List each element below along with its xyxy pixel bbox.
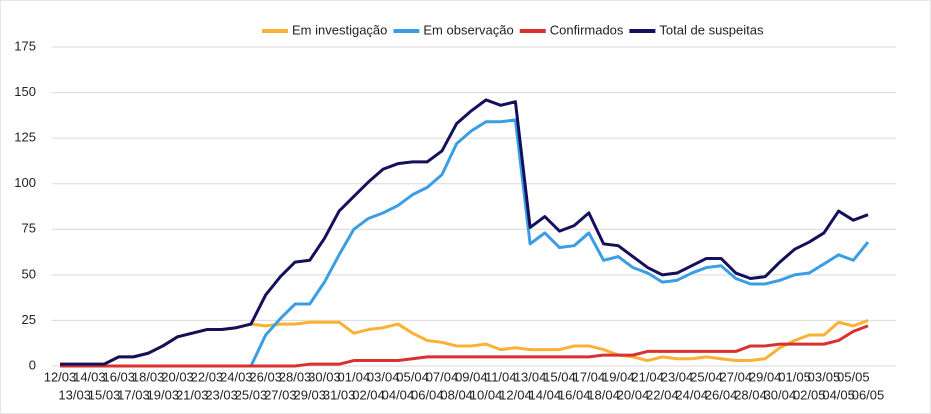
x-tick-label: 20/04: [617, 387, 650, 402]
x-tick-label: 17/03: [117, 387, 150, 402]
x-tick-label: 18/03: [132, 369, 165, 384]
x-tick-label: 23/03: [205, 387, 238, 402]
x-tick-label: 17/04: [573, 369, 606, 384]
x-tick-label: 26/03: [249, 369, 282, 384]
x-tick-label: 09/04: [455, 369, 488, 384]
line: [60, 98, 869, 366]
x-tick-label: 04/04: [382, 387, 415, 402]
x-tick-label: 25/04: [690, 369, 723, 384]
x-tick-label: 22/03: [191, 369, 224, 384]
x-tick-label: 22/04: [646, 387, 679, 402]
x-tick-label: 14/03: [73, 369, 106, 384]
x-tick-label: 28/03: [279, 369, 312, 384]
x-tick-label: 19/04: [602, 369, 635, 384]
x-tick-label: 07/04: [426, 369, 459, 384]
legend-label: Em observação: [423, 22, 513, 37]
x-tick-label: 01/04: [338, 369, 371, 384]
x-tick-label: 16/03: [102, 369, 135, 384]
x-tick-label: 26/04: [705, 387, 738, 402]
x-tick-label: 15/03: [88, 387, 121, 402]
y-tick-label: 125: [14, 130, 36, 145]
x-tick-label: 19/03: [147, 387, 180, 402]
y-tick-label: 25: [22, 312, 36, 327]
x-tick-label: 02/05: [793, 387, 826, 402]
x-tick-label: 27/03: [264, 387, 297, 402]
x-tick-label: 21/04: [631, 369, 664, 384]
x-tick-label: 20/03: [161, 369, 194, 384]
y-tick-label: 0: [29, 357, 36, 372]
x-tick-label: 12/04: [499, 387, 532, 402]
x-tick-label: 16/04: [558, 387, 591, 402]
x-tick-label: 03/05: [808, 369, 841, 384]
x-tick-label: 29/04: [749, 369, 782, 384]
x-tick-label: 30/03: [308, 369, 341, 384]
x-tick-label: 13/03: [58, 387, 91, 402]
x-tick-label: 06/05: [852, 387, 885, 402]
x-tick-label: 29/03: [293, 387, 326, 402]
y-tick-label: 100: [14, 175, 36, 190]
x-tick-label: 13/04: [514, 369, 547, 384]
x-tick-label: 30/04: [764, 387, 797, 402]
x-tick-label: 08/04: [440, 387, 473, 402]
x-tick-label: 24/04: [675, 387, 708, 402]
x-tick-label: 25/03: [235, 387, 268, 402]
x-tick-label: 28/04: [734, 387, 767, 402]
x-tick-label: 06/04: [411, 387, 444, 402]
x-tick-label: 14/04: [529, 387, 562, 402]
legend-label: Em investigação: [292, 22, 387, 37]
x-tick-label: 18/04: [587, 387, 620, 402]
x-tick-label: 10/04: [470, 387, 503, 402]
line: [60, 324, 869, 368]
y-tick-label: 75: [22, 221, 36, 236]
y-tick-label: 175: [14, 38, 36, 53]
x-tick-label: 02/04: [352, 387, 385, 402]
x-tick-label: 05/04: [396, 369, 429, 384]
x-tick-label: 27/04: [720, 369, 753, 384]
y-tick-label: 150: [14, 84, 36, 99]
x-tick-label: 24/03: [220, 369, 253, 384]
legend-label: Confirmados: [550, 22, 624, 37]
x-tick-label: 04/05: [822, 387, 855, 402]
x-tick-label: 11/04: [485, 369, 517, 384]
y-tick-label: 50: [22, 266, 36, 281]
x-tick-label: 03/04: [367, 369, 400, 384]
x-tick-label: 21/03: [176, 387, 209, 402]
x-tick-label: 12/03: [44, 369, 77, 384]
x-tick-label: 01/05: [778, 369, 811, 384]
x-tick-label: 15/04: [543, 369, 576, 384]
legend-label: Total de suspeitas: [659, 22, 764, 37]
x-tick-label: 05/05: [837, 369, 870, 384]
x-tick-label: 31/03: [323, 387, 356, 402]
x-tick-label: 23/04: [661, 369, 694, 384]
